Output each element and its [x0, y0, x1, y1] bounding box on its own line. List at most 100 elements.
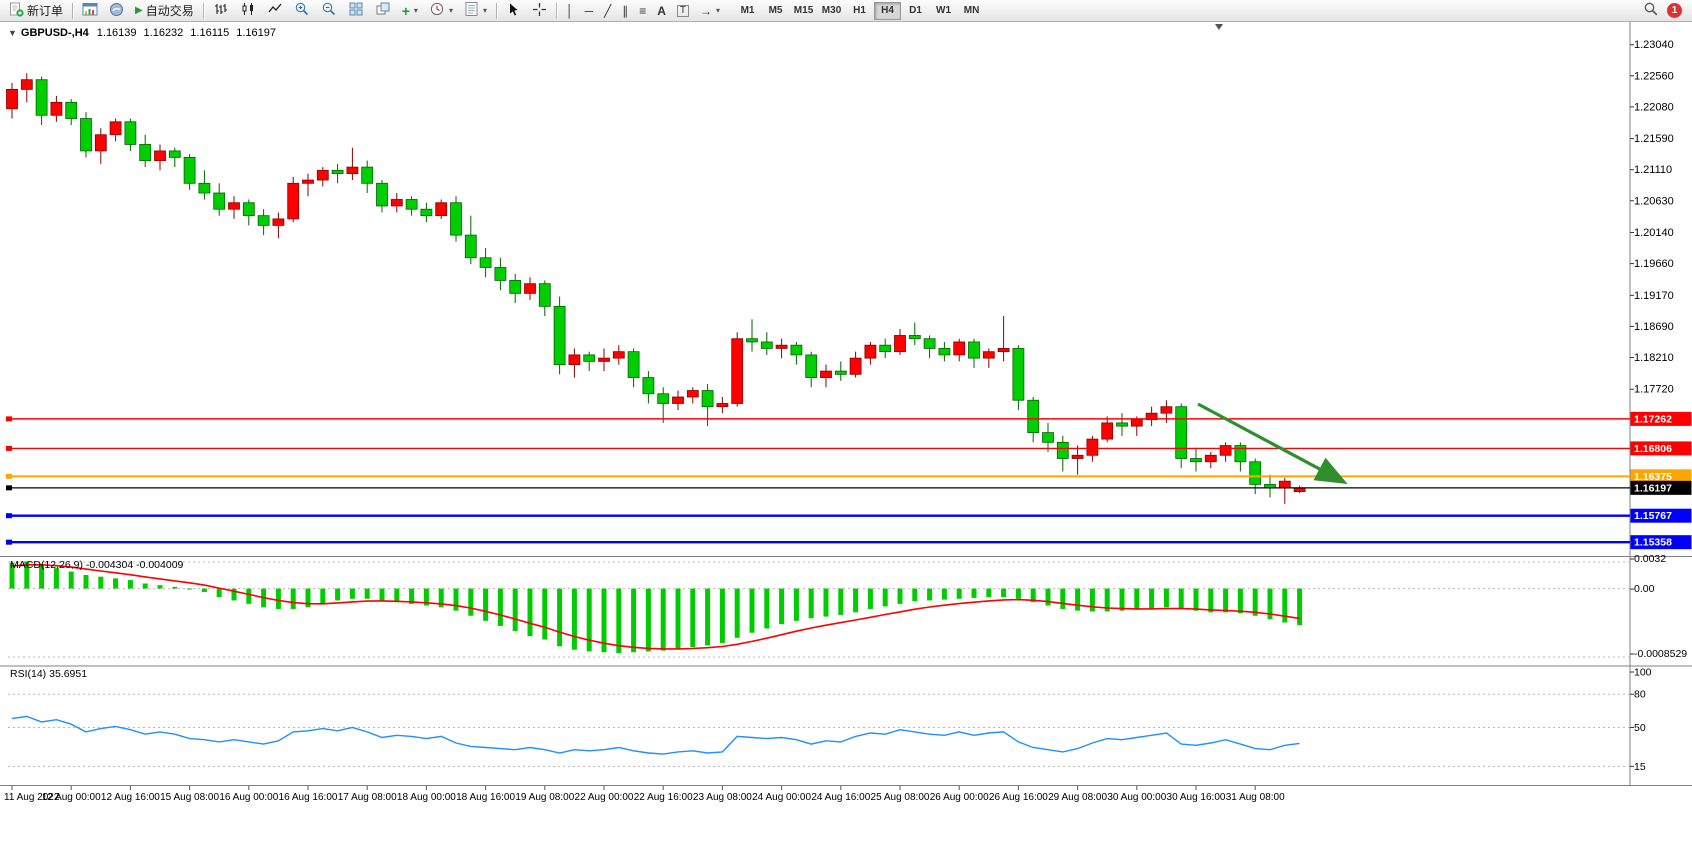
price-axis-label: 1.22560 [1634, 70, 1674, 82]
time-axis-label: 26 Aug 16:00 [989, 792, 1048, 803]
indicators-button[interactable]: + ▾ [397, 1, 423, 21]
candle [834, 370, 847, 375]
autotrading-label: 自动交易 [145, 4, 194, 18]
macd-values: -0.004304 -0.004009 [85, 559, 184, 571]
toolbar-separator [72, 2, 74, 19]
timeframe-button-M30[interactable]: M30 [818, 2, 845, 20]
autotrading-play-icon: ▶ [135, 4, 143, 16]
new-order-button[interactable]: 新订单 [4, 1, 68, 21]
macd-histogram-bar [734, 588, 740, 638]
line-chart-type-button[interactable] [262, 1, 288, 21]
timeframe-button-W1[interactable]: W1 [930, 2, 957, 20]
price-levels [6, 411, 1692, 550]
macd-histogram-bar [1060, 588, 1066, 609]
macd-histogram-bar [1193, 588, 1199, 611]
chart-window-icon [82, 2, 98, 20]
candle [953, 341, 966, 356]
macd-histogram-bar [1208, 588, 1214, 613]
price-axis [1630, 44, 1634, 390]
arrows-tool-button[interactable]: → ▾ [695, 1, 725, 21]
zoom-out-icon [321, 1, 337, 20]
macd-histogram-bar [557, 588, 563, 647]
macd-histogram-bar [68, 571, 74, 589]
cursor-button[interactable] [501, 1, 526, 21]
level-handle[interactable] [6, 513, 12, 519]
macd-histogram-bar [83, 574, 89, 589]
level-handle[interactable] [6, 485, 12, 491]
time-axis-label: 18 Aug 00:00 [397, 792, 456, 803]
new-chart-button[interactable] [77, 1, 103, 21]
trend-arrow[interactable] [1197, 402, 1348, 485]
candle [657, 393, 670, 404]
candle [331, 169, 344, 174]
level-handle[interactable] [6, 416, 12, 422]
macd-histogram-bar [1134, 588, 1140, 610]
macd-histogram-bar [1015, 588, 1021, 599]
macd-histogram-bar [142, 583, 148, 589]
candle [494, 267, 507, 281]
search-button[interactable] [1638, 1, 1664, 21]
macd-histogram-bar [172, 586, 178, 589]
level-handle[interactable] [6, 473, 12, 479]
macd-histogram-bar [483, 588, 489, 621]
candle [154, 150, 166, 162]
macd-histogram-bar [690, 588, 696, 648]
notification-badge[interactable]: 1 [1667, 3, 1682, 18]
horizontal-line-button[interactable]: ─ [579, 1, 598, 21]
level-badge-label: 1.16806 [1634, 443, 1672, 455]
price-axis-label: 1.18210 [1634, 352, 1674, 364]
price-axis-label: 1.20140 [1634, 227, 1674, 239]
candle [183, 156, 196, 184]
candle [65, 101, 78, 119]
timeframe-button-M1[interactable]: M1 [734, 2, 761, 20]
text-tool-button[interactable]: A [652, 1, 671, 21]
vertical-line-button[interactable]: │ [561, 1, 579, 21]
cascade-windows-button[interactable] [370, 1, 396, 21]
timeframe-button-M5[interactable]: M5 [762, 2, 789, 20]
crosshair-button[interactable] [527, 1, 552, 21]
cascade-windows-icon [375, 1, 391, 20]
timeframe-button-MN[interactable]: MN [958, 2, 985, 20]
macd-histogram-bar [127, 580, 133, 589]
candles-chart-type-button[interactable] [235, 1, 261, 21]
time-axis-label: 24 Aug 00:00 [752, 792, 811, 803]
candle [923, 338, 936, 349]
timeframe-button-M15[interactable]: M15 [790, 2, 817, 20]
level-badge [1630, 469, 1692, 484]
candle [1234, 445, 1247, 463]
timeframe-button-H1[interactable]: H1 [846, 2, 873, 20]
trendline-button[interactable]: ╱ [599, 1, 616, 21]
profiles-button[interactable] [104, 1, 129, 21]
autotrading-button[interactable]: ▶ 自动交易 [130, 1, 199, 21]
level-badge-label: 1.15767 [1634, 510, 1672, 522]
level-handle[interactable] [6, 445, 12, 451]
zoom-in-button[interactable] [289, 1, 315, 21]
macd-histogram-bar [941, 588, 947, 600]
one-click-trading-icon[interactable]: ▼ [8, 28, 17, 38]
candle [94, 134, 107, 152]
macd-histogram-bar [542, 588, 548, 640]
candle [568, 354, 581, 366]
tile-windows-button[interactable] [343, 1, 369, 21]
bars-chart-type-button[interactable] [208, 1, 234, 21]
periods-button[interactable]: ▾ [424, 1, 458, 21]
candle [316, 169, 329, 181]
templates-button[interactable]: ▾ [459, 1, 492, 21]
equidistant-channel-button[interactable]: ∥ [617, 1, 633, 21]
label-tool-button[interactable]: T [672, 1, 694, 21]
time-axis-label: 11 Aug 2022 [4, 792, 60, 803]
candle [908, 335, 921, 340]
candle [553, 305, 566, 366]
profiles-icon [109, 2, 124, 20]
candle [612, 351, 625, 359]
zoom-out-button[interactable] [316, 1, 342, 21]
macd-histogram-bar [1001, 588, 1007, 598]
indicators-plus-icon: + [401, 2, 410, 19]
candle [805, 354, 818, 378]
fibonacci-icon: ≡ [639, 3, 647, 18]
timeframe-button-H4[interactable]: H4 [874, 1, 902, 20]
timeframe-button-D1[interactable]: D1 [902, 2, 929, 20]
level-handle[interactable] [6, 539, 12, 545]
fibonacci-button[interactable]: ≡ [634, 1, 651, 21]
